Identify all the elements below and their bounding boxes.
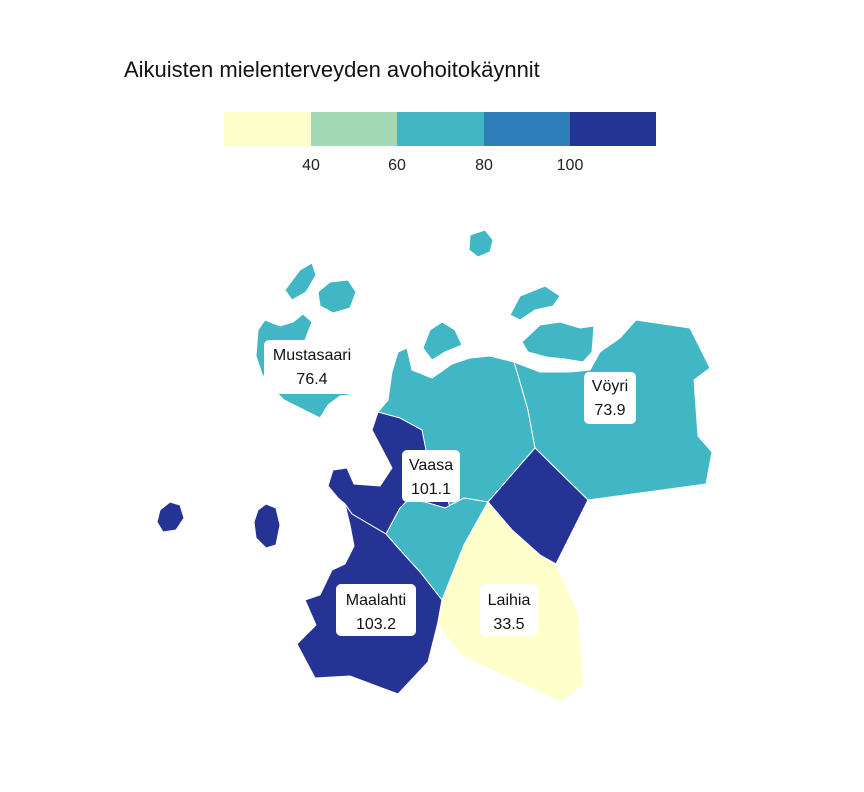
legend-bin-3 (484, 112, 570, 146)
region-vaasa-island (156, 501, 185, 533)
legend-tick-label: 80 (475, 157, 493, 174)
region-mustasaari-island (468, 229, 494, 258)
map-labels: Mustasaari 76.4 Vöyri 73.9 Vaasa 101.1 M… (264, 340, 636, 636)
legend-tick-label: 60 (388, 157, 406, 174)
label-mustasaari: Mustasaari 76.4 (264, 340, 360, 394)
label-maalahti: Maalahti 103.2 (336, 584, 416, 636)
region-vaasa-island (253, 503, 281, 549)
legend-tick-label: 100 (557, 157, 584, 174)
legend-bin-4 (570, 112, 656, 146)
region-value-label: 76.4 (296, 371, 327, 388)
legend-bin-0 (224, 112, 311, 146)
legend: 40 60 80 100 (224, 112, 656, 174)
region-name-label: Maalahti (346, 592, 406, 609)
region-mustasaari-island (422, 321, 463, 361)
region-value-label: 33.5 (493, 616, 524, 633)
region-value-label: 101.1 (411, 481, 451, 498)
legend-tick-label: 40 (302, 157, 320, 174)
region-voyri-island (521, 321, 595, 363)
map-title: Aikuisten mielenterveyden avohoitokäynni… (124, 57, 540, 82)
region-name-label: Vöyri (592, 378, 628, 395)
region-name-label: Mustasaari (273, 347, 351, 364)
label-laihia: Laihia 33.5 (480, 584, 538, 636)
region-name-label: Laihia (488, 592, 531, 609)
region-value-label: 103.2 (356, 616, 396, 633)
region-value-label: 73.9 (594, 402, 625, 419)
region-mustasaari-island (509, 285, 561, 321)
label-vaasa: Vaasa 101.1 (402, 450, 460, 502)
region-name-label: Vaasa (409, 457, 453, 474)
legend-bin-2 (397, 112, 484, 146)
legend-bin-1 (311, 112, 397, 146)
region-mustasaari-island (284, 262, 317, 301)
region-mustasaari-island (317, 279, 357, 314)
label-voyri: Vöyri 73.9 (584, 372, 636, 424)
